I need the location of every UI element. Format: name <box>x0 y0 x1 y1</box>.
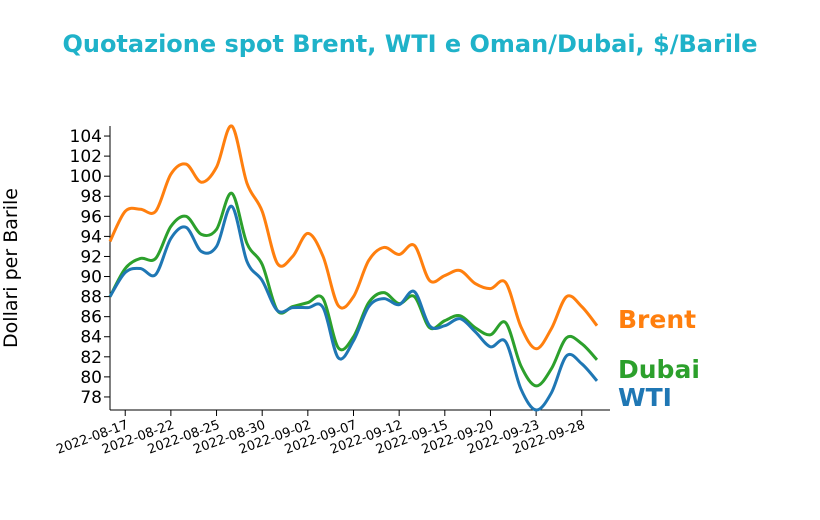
y-axis-label: Dollari per Barile <box>0 188 22 348</box>
series-line <box>108 204 599 412</box>
series-line <box>108 191 599 388</box>
y-tick-label: 80 <box>80 368 102 388</box>
y-tick-label: 90 <box>80 268 102 288</box>
y-tick-label: 100 <box>70 167 102 187</box>
series-label: Brent <box>618 305 696 334</box>
y-tick-label: 82 <box>80 348 102 368</box>
y-tick-label: 104 <box>70 127 102 147</box>
y-tick-label: 96 <box>80 207 102 227</box>
y-tick-label: 92 <box>80 247 102 267</box>
series-line <box>108 124 599 351</box>
series-label: WTI <box>618 383 672 412</box>
y-tick-label: 102 <box>70 147 102 167</box>
y-tick-label: 98 <box>80 187 102 207</box>
y-tick-label: 78 <box>80 388 102 408</box>
series-label: Dubai <box>618 355 700 384</box>
y-tick-label: 84 <box>80 328 102 348</box>
y-tick-label: 94 <box>80 227 102 247</box>
chart-title: Quotazione spot Brent, WTI e Oman/Dubai,… <box>62 30 757 58</box>
y-tick-label: 88 <box>80 288 102 308</box>
y-tick-label: 86 <box>80 308 102 328</box>
